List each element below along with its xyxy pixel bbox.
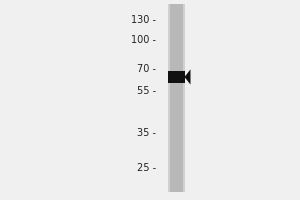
Text: 100 -: 100 - bbox=[131, 35, 156, 45]
Bar bbox=[168, 72, 184, 82]
Polygon shape bbox=[184, 69, 190, 85]
Text: 130 -: 130 - bbox=[131, 15, 156, 25]
Text: 55 -: 55 - bbox=[137, 86, 156, 96]
Text: 35 -: 35 - bbox=[137, 128, 156, 138]
Text: 70 -: 70 - bbox=[137, 64, 156, 74]
Bar bbox=[168, 4, 184, 192]
Bar bbox=[170, 4, 183, 192]
Text: 25 -: 25 - bbox=[137, 163, 156, 173]
